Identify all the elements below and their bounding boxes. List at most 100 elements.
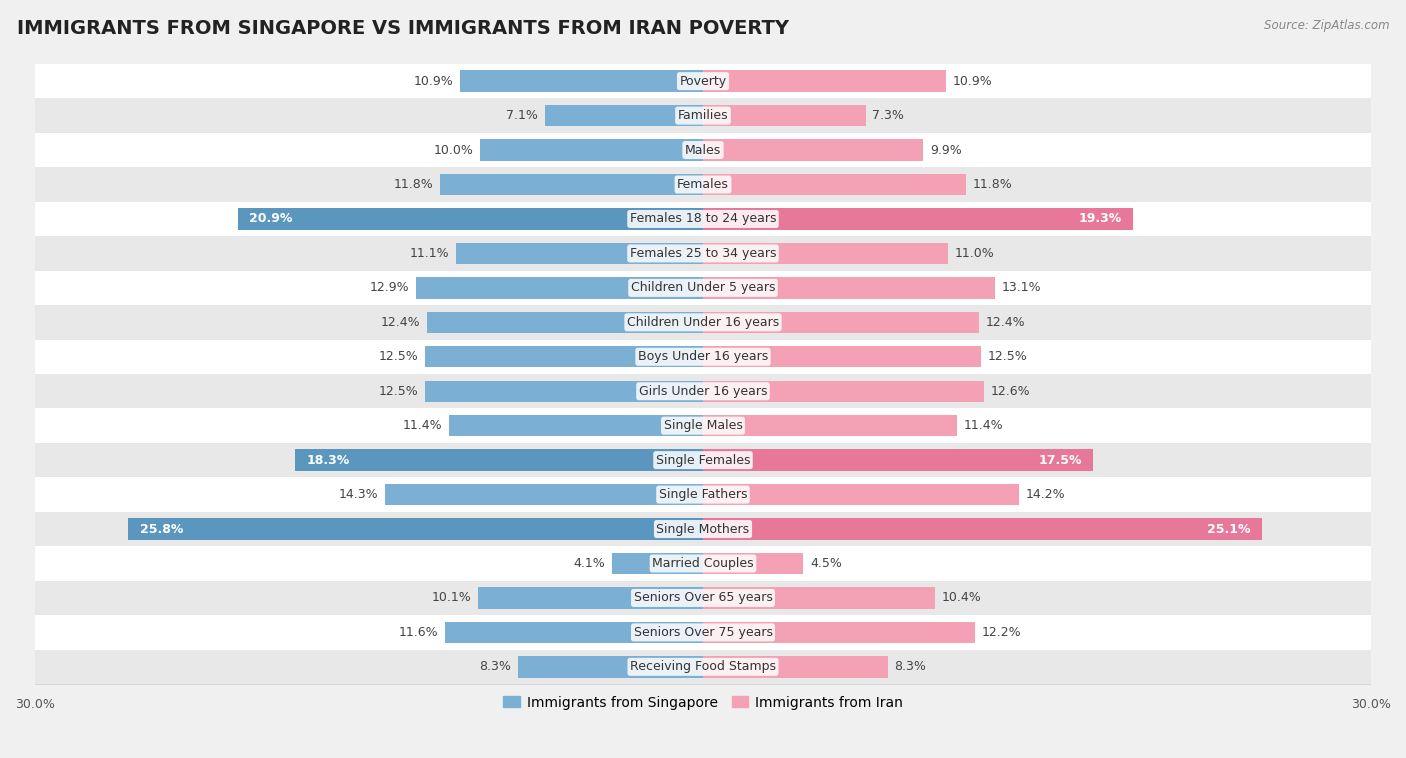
Bar [440,174,703,196]
Bar [703,484,1019,506]
Bar [703,415,957,437]
Text: Seniors Over 75 years: Seniors Over 75 years [634,626,772,639]
Bar [703,587,935,609]
Bar [35,547,1371,581]
Bar [35,99,1371,133]
Text: 12.6%: 12.6% [990,385,1029,398]
Bar [427,312,703,333]
Text: Females: Females [678,178,728,191]
Bar [449,415,703,437]
Text: Females 18 to 24 years: Females 18 to 24 years [630,212,776,225]
Text: 25.1%: 25.1% [1208,522,1251,536]
Bar [703,70,946,92]
Bar [612,553,703,574]
Text: 10.4%: 10.4% [941,591,981,604]
Bar [295,449,703,471]
Text: Source: ZipAtlas.com: Source: ZipAtlas.com [1264,19,1389,32]
Bar [238,208,703,230]
Text: 10.1%: 10.1% [432,591,471,604]
Text: Single Fathers: Single Fathers [659,488,747,501]
Text: 11.8%: 11.8% [394,178,433,191]
Bar [460,70,703,92]
Text: 8.3%: 8.3% [479,660,512,673]
Text: 10.9%: 10.9% [952,74,993,88]
Bar [444,622,703,643]
Bar [35,615,1371,650]
Text: 12.5%: 12.5% [378,350,418,363]
Text: Seniors Over 65 years: Seniors Over 65 years [634,591,772,604]
Text: 10.0%: 10.0% [434,143,474,157]
Text: 11.0%: 11.0% [955,247,994,260]
Bar [425,346,703,368]
Text: IMMIGRANTS FROM SINGAPORE VS IMMIGRANTS FROM IRAN POVERTY: IMMIGRANTS FROM SINGAPORE VS IMMIGRANTS … [17,19,789,38]
Bar [703,105,866,127]
Bar [35,271,1371,305]
Bar [703,243,948,264]
Bar [35,512,1371,547]
Text: Children Under 16 years: Children Under 16 years [627,316,779,329]
Text: 11.8%: 11.8% [973,178,1012,191]
Text: 12.5%: 12.5% [378,385,418,398]
Text: Married Couples: Married Couples [652,557,754,570]
Text: 7.1%: 7.1% [506,109,538,122]
Text: 11.4%: 11.4% [404,419,443,432]
Bar [478,587,703,609]
Bar [385,484,703,506]
Bar [35,64,1371,99]
Text: Girls Under 16 years: Girls Under 16 years [638,385,768,398]
Bar [35,202,1371,236]
Bar [416,277,703,299]
Text: 13.1%: 13.1% [1001,281,1040,294]
Text: 11.6%: 11.6% [398,626,439,639]
Bar [703,208,1133,230]
Text: 12.2%: 12.2% [981,626,1021,639]
Text: 18.3%: 18.3% [307,453,350,467]
Text: Single Mothers: Single Mothers [657,522,749,536]
Text: Families: Families [678,109,728,122]
Text: 12.5%: 12.5% [988,350,1028,363]
Bar [128,518,703,540]
Bar [703,518,1263,540]
Bar [703,622,974,643]
Text: 14.3%: 14.3% [339,488,378,501]
Text: Children Under 5 years: Children Under 5 years [631,281,775,294]
Bar [425,381,703,402]
Bar [703,553,803,574]
Text: 12.9%: 12.9% [370,281,409,294]
Bar [703,139,924,161]
Text: 4.5%: 4.5% [810,557,842,570]
Text: 7.3%: 7.3% [872,109,904,122]
Bar [519,656,703,678]
Text: Single Females: Single Females [655,453,751,467]
Bar [703,346,981,368]
Bar [35,581,1371,615]
Text: 8.3%: 8.3% [894,660,927,673]
Bar [35,133,1371,168]
Bar [35,168,1371,202]
Bar [456,243,703,264]
Bar [35,236,1371,271]
Bar [35,340,1371,374]
Text: Receiving Food Stamps: Receiving Food Stamps [630,660,776,673]
Bar [35,650,1371,684]
Text: 4.1%: 4.1% [574,557,605,570]
Legend: Immigrants from Singapore, Immigrants from Iran: Immigrants from Singapore, Immigrants fr… [498,690,908,715]
Bar [703,312,979,333]
Bar [546,105,703,127]
Text: 17.5%: 17.5% [1038,453,1081,467]
Bar [35,374,1371,409]
Text: 9.9%: 9.9% [931,143,962,157]
Text: 12.4%: 12.4% [986,316,1025,329]
Text: 25.8%: 25.8% [139,522,183,536]
Bar [35,409,1371,443]
Bar [35,478,1371,512]
Text: Males: Males [685,143,721,157]
Text: Boys Under 16 years: Boys Under 16 years [638,350,768,363]
Text: Females 25 to 34 years: Females 25 to 34 years [630,247,776,260]
Text: 11.4%: 11.4% [963,419,1002,432]
Bar [481,139,703,161]
Text: Single Males: Single Males [664,419,742,432]
Text: 12.4%: 12.4% [381,316,420,329]
Bar [703,174,966,196]
Bar [35,443,1371,478]
